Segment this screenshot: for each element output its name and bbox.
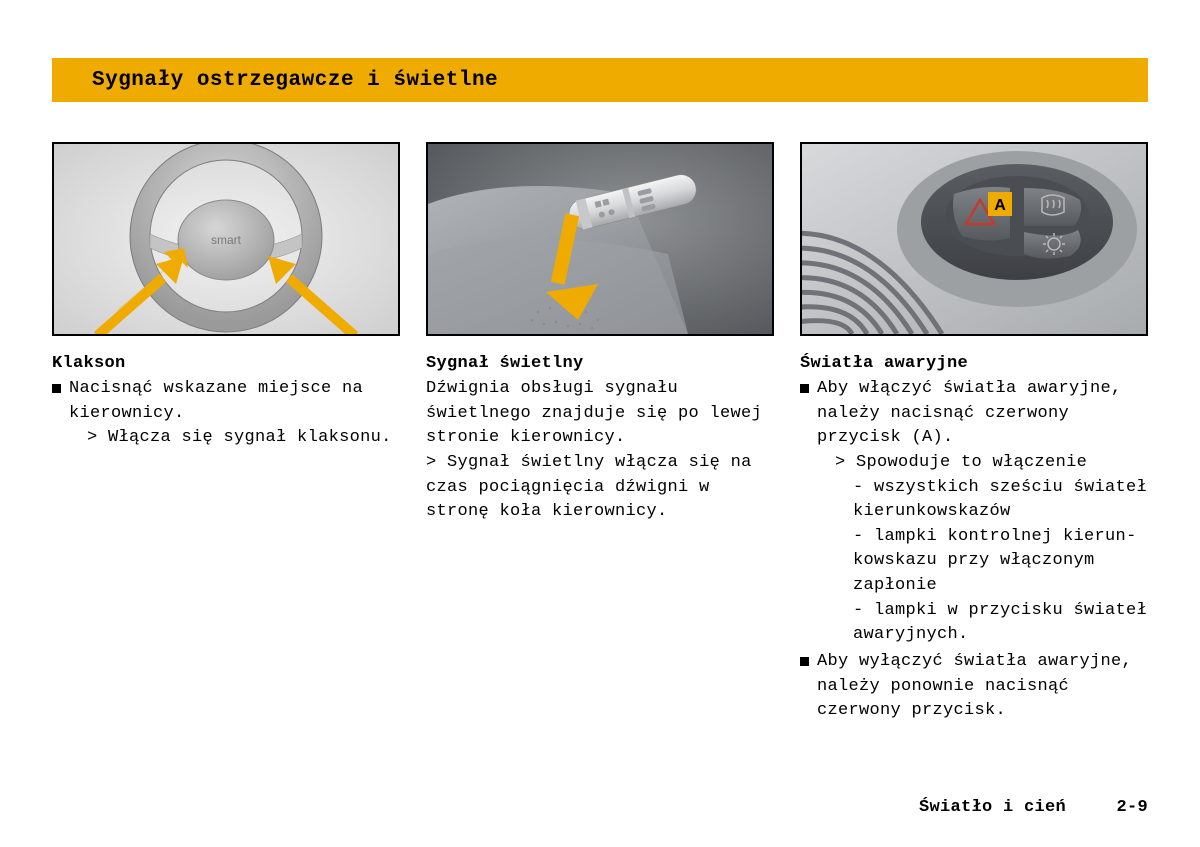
figure-lever (426, 142, 774, 336)
bullet-icon (800, 384, 809, 393)
col-sygnal: Sygnał świetlny Dźwignia obsługi sygnału… (426, 142, 774, 724)
bullet-text: Aby wyłączyć światła awaryj­ne, należy p… (817, 652, 1132, 720)
title-sygnal: Sygnał świetlny (426, 354, 774, 373)
page-title: Sygnały ostrzegawcze i świetlne (92, 69, 498, 92)
intro-text: Dźwignia obsługi sygnału świetlnego znaj… (426, 377, 774, 451)
col-awaryjne: A Światła awaryjne (800, 142, 1148, 724)
content-columns: smart Klakson Nacisnąć wskazane miejsce … (52, 142, 1148, 724)
bullet-icon (800, 657, 809, 666)
body-sygnal: Dźwignia obsługi sygnału świetlnego znaj… (426, 377, 774, 525)
sub-text: Włącza się sygnał klaksonu. (108, 428, 392, 447)
title-awaryjne: Światła awaryjne (800, 354, 1148, 373)
bullet-text: Aby włączyć światła awaryjne, należy nac… (817, 379, 1122, 447)
dash-item: lampki kontrolnej kierun­kowskazu przy w… (853, 527, 1136, 595)
body-klakson: Nacisnąć wskazane miejsce na kierownicy.… (52, 377, 400, 451)
footer: Światło i cień 2-9 (919, 798, 1148, 817)
footer-page: 2-9 (1116, 798, 1148, 817)
dash-item: wszystkich sześciu świa­teł kierunkowska… (853, 478, 1147, 522)
bullet-text: Nacisnąć wskazane miejsce na kierownicy. (69, 379, 363, 423)
sub-prefix: > (835, 453, 846, 472)
sub-prefix: > (426, 453, 437, 472)
svg-text:smart: smart (211, 233, 242, 247)
sub-prefix: > (87, 428, 98, 447)
dash-item: lampki w przycisku świa­teł awaryjnych. (853, 601, 1147, 645)
bullet-icon (52, 384, 61, 393)
svg-text:A: A (994, 197, 1006, 214)
sub-text: Sygnał świetlny włącza się na czas pocią… (426, 453, 752, 521)
sub-text: Spowoduje to włączenie (856, 453, 1087, 472)
title-klakson: Klakson (52, 354, 400, 373)
figure-hazard: A (800, 142, 1148, 336)
footer-section: Światło i cień (919, 798, 1066, 817)
header-bar: Sygnały ostrzegawcze i świetlne (52, 58, 1148, 102)
figure-steering-wheel: smart (52, 142, 400, 336)
body-awaryjne: Aby włączyć światła awaryjne, należy nac… (800, 377, 1148, 724)
col-klakson: smart Klakson Nacisnąć wskazane miejsce … (52, 142, 400, 724)
